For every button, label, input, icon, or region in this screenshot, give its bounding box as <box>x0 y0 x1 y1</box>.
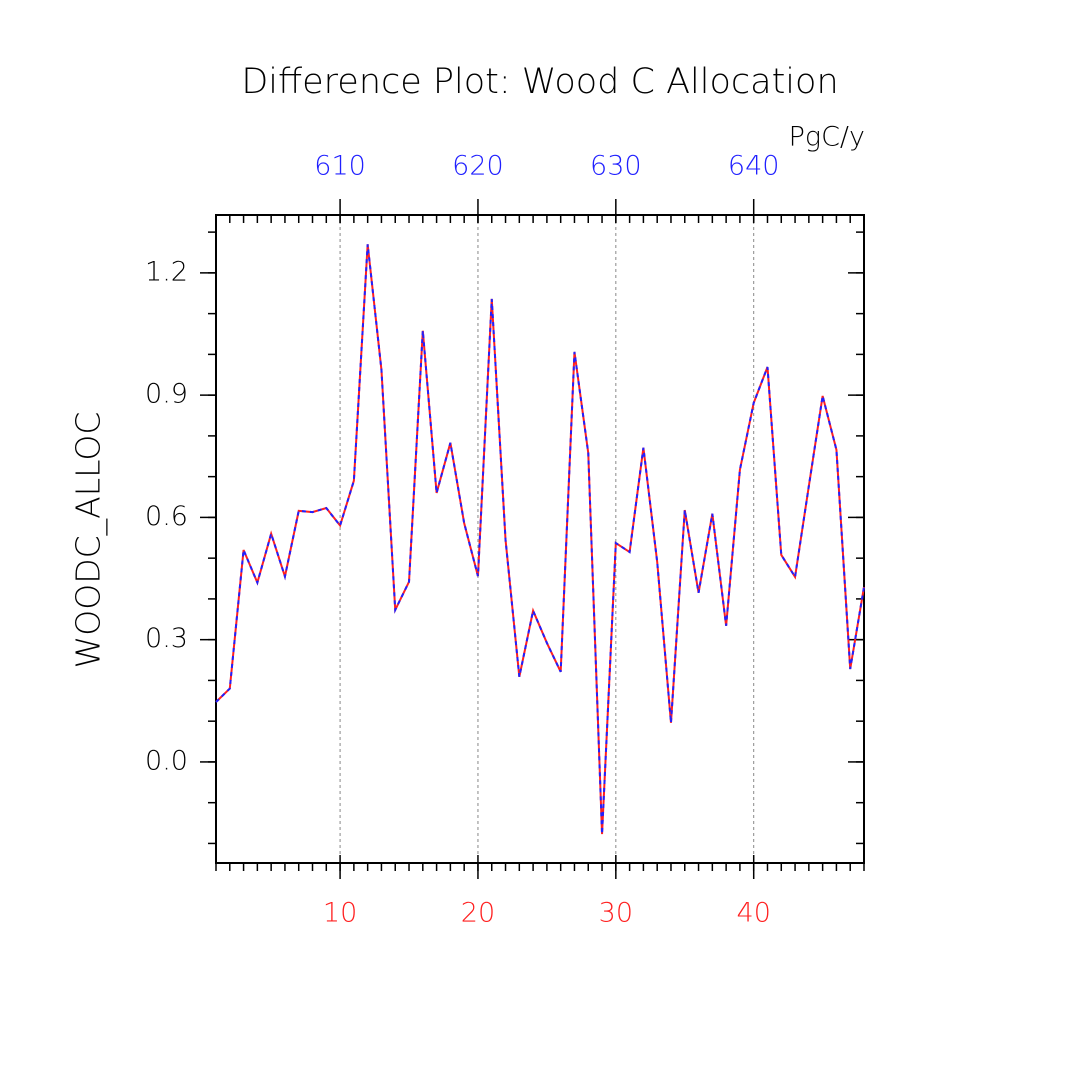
y-tick-label: 1.2 <box>145 256 188 287</box>
series-line <box>215 244 865 835</box>
x-tick-label: 20 <box>461 898 495 929</box>
x-tick-label: 40 <box>737 898 771 929</box>
y-axis-label: WOODC_ALLOC <box>69 412 109 669</box>
x2-tick-label: 630 <box>590 151 642 182</box>
x-tick-label: 30 <box>599 898 633 929</box>
x-tick-label: 10 <box>323 898 357 929</box>
y-tick-label: 0.3 <box>145 623 188 654</box>
y-tick-label: 0.0 <box>145 745 188 776</box>
x2-tick-label: 620 <box>452 151 504 182</box>
x2-tick-label: 610 <box>314 151 366 182</box>
plot-frame <box>215 214 865 864</box>
y-tick-label: 0.6 <box>145 501 188 532</box>
x2-tick-label: 640 <box>728 151 780 182</box>
chart-title: Difference Plot: Wood C Allocation <box>241 62 838 102</box>
x2-axis-label: PgC/y <box>789 122 865 153</box>
y-tick-label: 0.9 <box>145 379 188 410</box>
series-line <box>215 244 865 835</box>
